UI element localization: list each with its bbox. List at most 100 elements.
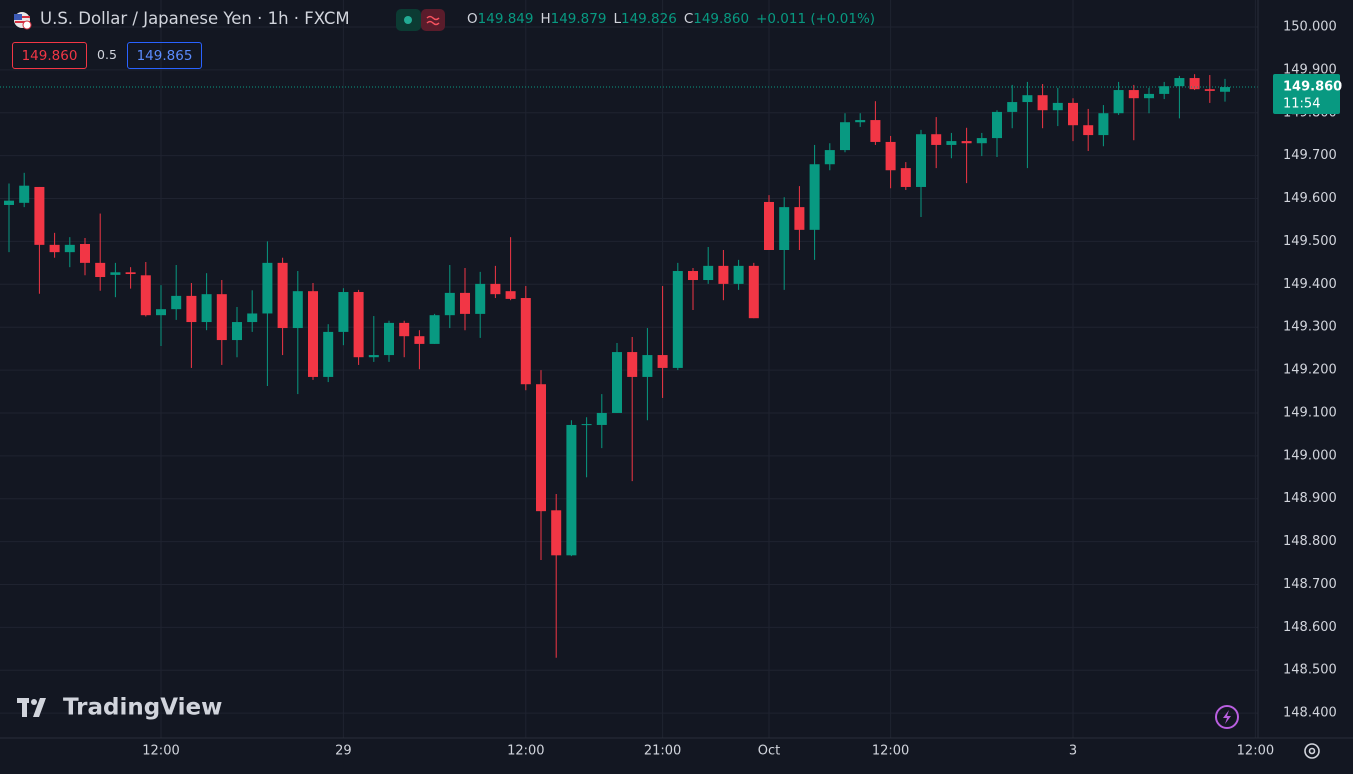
ohlc-key: C	[683, 11, 694, 27]
axes: 150.000149.900149.800149.700149.600149.5…	[142, 20, 1342, 759]
change: +0.011 (+0.01%)	[756, 11, 876, 27]
candle-body	[64, 244, 75, 253]
candle-body	[1204, 89, 1215, 91]
price-tag-countdown: 11:54	[1283, 97, 1320, 112]
ohlc-value: 149.879	[550, 11, 607, 27]
candle-body	[946, 141, 957, 145]
ohlc-key: O	[467, 11, 478, 27]
y-tick-label: 149.200	[1283, 363, 1337, 378]
ohlc-item: L149.826	[613, 11, 676, 27]
candle-body	[855, 120, 866, 123]
price-tag-price: 149.860	[1283, 80, 1342, 95]
candle-body	[931, 134, 942, 145]
candle-body	[125, 272, 136, 275]
candle-body	[171, 295, 182, 310]
candle-body	[186, 295, 197, 323]
candle-body	[551, 510, 562, 556]
flag-icon	[14, 12, 32, 30]
candle-body	[536, 384, 546, 512]
ohlc-value: 149.826	[620, 11, 677, 27]
candle-body	[216, 294, 227, 341]
candle-body	[566, 424, 577, 556]
candle-body	[444, 292, 455, 316]
candle-body	[156, 309, 166, 316]
candle-body	[976, 138, 987, 144]
candle-body	[1052, 102, 1063, 111]
candle-body	[1128, 90, 1139, 99]
candle-body	[520, 298, 531, 385]
grid	[0, 0, 1258, 738]
candle-body	[992, 111, 1002, 139]
candle-body	[733, 265, 744, 284]
candle-body	[247, 313, 258, 323]
candle-body	[1083, 125, 1094, 136]
candle-body	[323, 331, 334, 377]
candle-body	[140, 275, 151, 316]
lightning-icon[interactable]	[1215, 705, 1239, 729]
candle-body	[1174, 78, 1185, 87]
spread: 0.5	[97, 47, 117, 62]
y-tick-label: 148.800	[1283, 534, 1337, 549]
y-tick-label: 149.600	[1283, 191, 1337, 206]
y-tick-label: 148.700	[1283, 577, 1337, 592]
candle-body	[80, 243, 90, 263]
candle-body	[1068, 102, 1078, 126]
candle-body	[1007, 102, 1018, 112]
candle-body	[794, 207, 805, 230]
ohlc-key: H	[540, 11, 551, 27]
ohlc-readout: O149.849 H149.879 L149.826 C149.860 +0.011 (…	[467, 11, 875, 27]
candle-body	[292, 291, 303, 329]
candle-body	[262, 262, 273, 314]
settings-icon[interactable]	[1304, 743, 1320, 759]
candle-body	[49, 244, 60, 253]
x-tick-label: 12:00	[1237, 744, 1274, 759]
x-tick-label: 12:00	[507, 744, 544, 759]
ohlc-value: 149.849	[477, 11, 534, 27]
y-tick-label: 148.900	[1283, 491, 1337, 506]
price-tag	[1273, 74, 1340, 115]
y-tick-label: 149.000	[1283, 448, 1337, 463]
status-pill	[396, 9, 445, 31]
candle-body	[490, 283, 501, 295]
candle-body	[764, 201, 774, 251]
candle-body	[368, 355, 379, 358]
candle-body	[1189, 78, 1200, 90]
candle-body	[384, 322, 394, 356]
candle-body	[870, 120, 881, 142]
y-tick-label: 148.400	[1283, 706, 1337, 721]
candle-body	[672, 271, 683, 368]
ohlc-item: C149.860	[684, 11, 749, 27]
candle-body	[353, 292, 364, 358]
candles	[0, 74, 1258, 658]
ohlc-key: L	[613, 11, 621, 27]
candle-body	[201, 294, 212, 323]
x-tick-label: 12:00	[872, 744, 909, 759]
symbol-title[interactable]: U.S. Dollar / Japanese Yen · 1h · FXCM	[40, 9, 350, 28]
candle-body	[688, 271, 698, 281]
candle-body	[19, 185, 30, 203]
candle-body	[429, 315, 440, 344]
y-tick-label: 149.100	[1283, 405, 1337, 420]
x-tick-label: Oct	[758, 744, 780, 759]
candle-body	[1037, 95, 1048, 111]
candle-body	[308, 291, 318, 377]
x-tick-label: 12:00	[142, 744, 179, 759]
y-tick-label: 150.000	[1283, 20, 1337, 35]
candle-body	[414, 336, 425, 344]
candle-body	[475, 283, 486, 314]
x-tick-label: 21:00	[644, 744, 681, 759]
candle-body	[338, 292, 349, 332]
ask-box[interactable]: 149.865	[127, 42, 202, 69]
candle-body	[232, 322, 242, 341]
candle-body	[1159, 86, 1170, 94]
y-tick-label: 149.300	[1283, 320, 1337, 335]
x-tick-label: 3	[1069, 744, 1077, 759]
candle-body	[1113, 90, 1124, 114]
bid-box[interactable]: 149.860	[12, 42, 87, 69]
candle-body	[809, 164, 820, 230]
ohlc-item: H149.879	[540, 11, 606, 27]
candle-body	[824, 150, 835, 165]
